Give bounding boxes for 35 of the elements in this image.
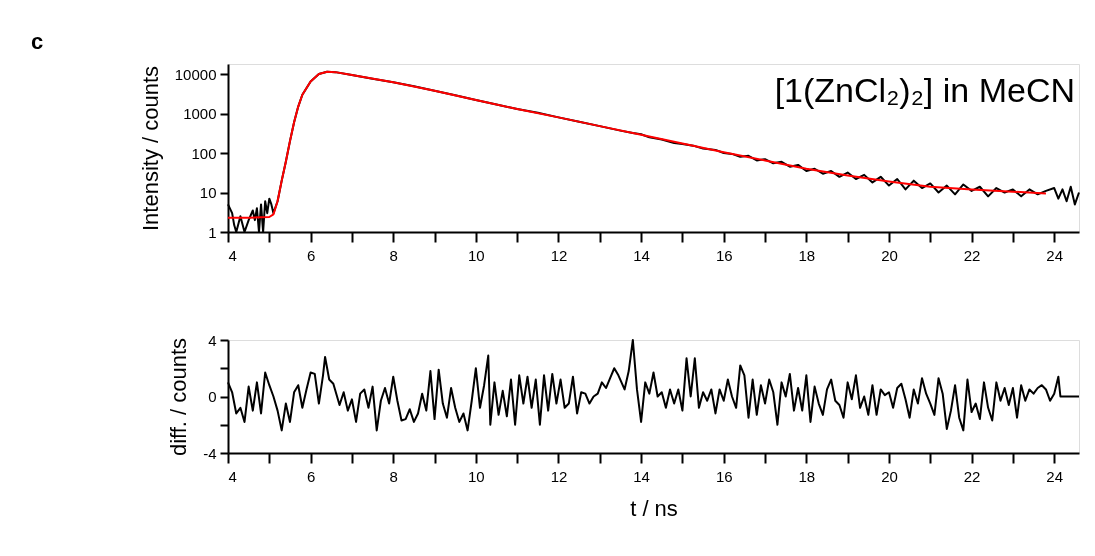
y-tick-label: -4 — [203, 444, 217, 462]
y-tick-label: 100 — [191, 144, 217, 162]
x-tick-label: 24 — [1046, 246, 1064, 264]
x-tick-label: 18 — [798, 246, 816, 264]
annotation: [1(ZnCl₂)₂] in MeCN — [774, 71, 1075, 109]
x-tick-label: 10 — [468, 467, 485, 485]
y-axis-title: diff. / counts — [166, 337, 192, 457]
y-tick-label: 0 — [208, 388, 217, 405]
y-tick-label: 10 — [199, 184, 217, 202]
y-tick-label: 1000 — [183, 105, 217, 123]
y-axis-title: Intensity / counts — [137, 65, 163, 232]
x-tick-label: 14 — [633, 467, 650, 485]
y-tick-label: 1 — [208, 223, 217, 241]
y-tick-label: 10000 — [174, 65, 217, 83]
x-tick-label: 10 — [468, 246, 485, 264]
x-tick-label: 8 — [389, 467, 398, 485]
x-axis-title: t / ns — [630, 495, 678, 521]
x-tick-label: 20 — [881, 246, 898, 264]
x-tick-label: 16 — [715, 246, 733, 264]
x-tick-label: 12 — [550, 467, 568, 485]
x-tick-label: 4 — [228, 246, 237, 264]
x-tick-label: 12 — [550, 246, 568, 264]
x-tick-label: 4 — [228, 467, 237, 485]
x-tick-label: 8 — [389, 246, 398, 264]
text: c — [31, 29, 44, 54]
x-tick-label: 22 — [963, 246, 981, 264]
y-tick-label: 4 — [208, 331, 217, 349]
x-tick-label: 14 — [633, 246, 650, 264]
x-tick-label: 18 — [798, 467, 816, 485]
x-tick-label: 6 — [306, 246, 316, 264]
x-tick-label: 24 — [1046, 467, 1064, 485]
x-tick-label: 20 — [881, 467, 898, 485]
x-tick-label: 22 — [963, 467, 981, 485]
x-tick-label: 6 — [306, 467, 316, 485]
x-tick-label: 16 — [715, 467, 733, 485]
